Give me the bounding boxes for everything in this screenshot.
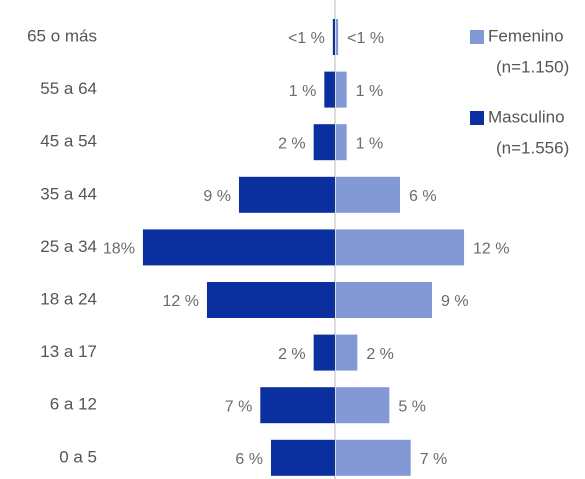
value-label: 2 % [366,346,394,363]
category-label: 55 a 64 [40,79,97,98]
value-label: 1 % [289,83,317,100]
value-label: 7 % [420,451,448,468]
bar [336,229,465,266]
bar [324,71,335,108]
category-label: 0 a 5 [59,447,97,466]
bar [142,229,335,266]
bar [336,282,433,318]
legend-note: (n=1.556) [496,138,569,157]
bar [313,124,335,161]
value-label: 7 % [225,398,253,415]
bar [336,387,390,424]
value-label: 1 % [356,135,384,152]
value-label: 2 % [278,135,306,152]
bar [336,176,401,213]
value-label: 12 % [473,241,509,258]
value-label: 9 % [203,188,231,205]
legend-label: Femenino [488,26,564,45]
value-label: 9 % [441,293,469,310]
legend-swatch [470,111,484,125]
category-label: 65 o más [27,26,97,45]
bar [336,71,347,108]
value-label: 12 % [162,293,198,310]
value-label: 6 % [409,188,437,205]
bar [336,19,339,55]
value-label: 18% [103,241,135,258]
bar [313,334,335,371]
legend-note: (n=1.150) [496,57,569,76]
category-label: 25 a 34 [40,237,97,256]
bar [336,439,411,476]
legend-label: Masculino [488,107,565,126]
bar [270,439,335,476]
bar [332,19,335,55]
bar [336,334,358,371]
value-label: 6 % [235,451,263,468]
value-label: 1 % [356,83,384,100]
category-label: 35 a 44 [40,184,97,203]
category-label: 13 a 17 [40,342,97,361]
bar [238,176,335,213]
bar [260,387,335,424]
value-label: <1 % [288,30,325,47]
category-label: 45 a 54 [40,132,97,151]
bar [336,124,347,161]
legend-swatch [470,30,484,44]
value-label: <1 % [347,30,384,47]
value-label: 5 % [398,398,426,415]
value-label: 2 % [278,346,306,363]
category-label: 18 a 24 [40,289,97,308]
bar [206,282,335,318]
category-label: 6 a 12 [50,395,97,414]
